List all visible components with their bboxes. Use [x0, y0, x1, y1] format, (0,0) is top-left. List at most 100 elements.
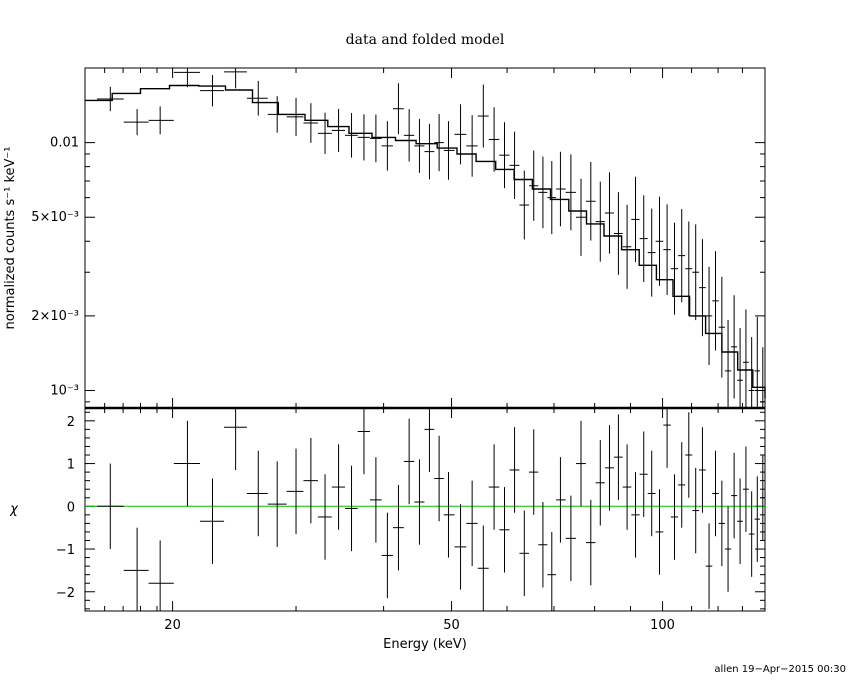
residual-point	[705, 523, 713, 609]
lower-ytick-label: 1	[67, 458, 75, 473]
residual-point	[303, 437, 318, 524]
x-axis-label: Energy (keV)	[383, 637, 467, 652]
data-point	[647, 208, 656, 297]
residual-point	[613, 414, 623, 500]
data-point	[286, 97, 304, 136]
data-point	[499, 122, 510, 189]
residual-point	[748, 491, 755, 577]
data-point	[754, 316, 761, 408]
data-point	[737, 328, 744, 408]
residual-point	[663, 408, 671, 468]
data-point	[424, 123, 435, 180]
residual-point	[477, 525, 489, 611]
lower-ylabel: χ	[9, 502, 19, 517]
residual-point	[595, 440, 605, 526]
residual-point	[499, 487, 510, 573]
data-point	[565, 154, 576, 231]
data-point	[123, 109, 149, 136]
data-point	[718, 276, 725, 378]
lower-ytick-label: −2	[56, 586, 75, 601]
residual-point	[575, 420, 586, 507]
data-point	[173, 68, 200, 88]
data-point	[731, 295, 738, 399]
data-point	[519, 170, 530, 240]
residual-point	[622, 444, 632, 530]
residual-point	[345, 465, 358, 552]
residual-point	[760, 455, 765, 541]
data-point	[639, 195, 648, 282]
upper-ytick-label: 2×10⁻³	[31, 309, 79, 324]
residual-point	[647, 450, 656, 537]
residual-point	[699, 427, 706, 513]
residual-point	[286, 448, 304, 535]
residual-point	[392, 484, 404, 571]
data-point	[267, 96, 287, 133]
data-point	[547, 161, 557, 235]
data-point	[724, 319, 732, 408]
data-point	[509, 131, 520, 199]
residual-point	[96, 463, 124, 550]
residual-point	[556, 457, 566, 543]
upper-ylabel: normalized counts s⁻¹ keV⁻¹	[3, 147, 18, 330]
residual-point	[565, 495, 576, 582]
xtick-label: 50	[443, 618, 460, 633]
data-point	[357, 114, 370, 161]
data-point	[392, 83, 404, 135]
data-point	[148, 106, 174, 135]
data-point	[585, 161, 596, 241]
residual-point	[466, 480, 478, 567]
data-point	[303, 103, 318, 143]
residual-point	[631, 472, 640, 558]
residual-point	[718, 480, 725, 567]
residual-point	[414, 459, 425, 545]
data-point	[699, 239, 706, 337]
data-point	[369, 114, 382, 163]
residual-point	[434, 435, 444, 522]
chart-title: data and folded model	[346, 32, 505, 48]
data-point	[575, 178, 586, 256]
data-point	[317, 112, 332, 155]
xtick-label: 20	[164, 618, 181, 633]
residual-point	[246, 450, 268, 537]
lower-ytick-label: −1	[56, 543, 75, 558]
upper-ytick-label: 10⁻³	[50, 384, 79, 399]
residual-point	[403, 418, 415, 505]
data-point	[345, 113, 358, 158]
residual-point	[547, 531, 557, 611]
residual-point	[317, 474, 332, 560]
upper-panel-frame	[84, 67, 766, 409]
residual-point	[604, 425, 614, 511]
lower-ytick-label: 0	[67, 500, 75, 515]
residual-point	[199, 478, 225, 564]
data-point	[488, 107, 500, 172]
data-point	[655, 196, 664, 286]
residual-point	[692, 467, 700, 554]
data-point	[466, 115, 478, 177]
residual-point	[670, 474, 679, 560]
residual-point	[488, 444, 500, 530]
residual-point	[424, 408, 435, 473]
residual-point	[509, 427, 520, 513]
residual-point	[639, 431, 648, 517]
residual-point	[148, 540, 174, 611]
data-point	[760, 347, 765, 408]
residual-point	[529, 429, 539, 515]
folded-model-line	[85, 84, 766, 399]
data-point	[685, 221, 693, 316]
residual-point	[585, 499, 596, 586]
data-point	[529, 150, 539, 221]
data-point	[414, 118, 425, 173]
upper-ytick-label: 5×10⁻³	[31, 210, 79, 225]
data-point	[434, 114, 444, 172]
data-point	[631, 176, 640, 263]
residual-point	[369, 457, 382, 543]
data-point	[663, 204, 671, 295]
residual-point	[331, 444, 346, 530]
residual-point	[685, 412, 693, 498]
residual-point	[538, 502, 548, 588]
data-point	[622, 204, 632, 289]
data-point	[454, 104, 467, 165]
data-point	[403, 109, 415, 162]
data-point	[705, 266, 713, 366]
